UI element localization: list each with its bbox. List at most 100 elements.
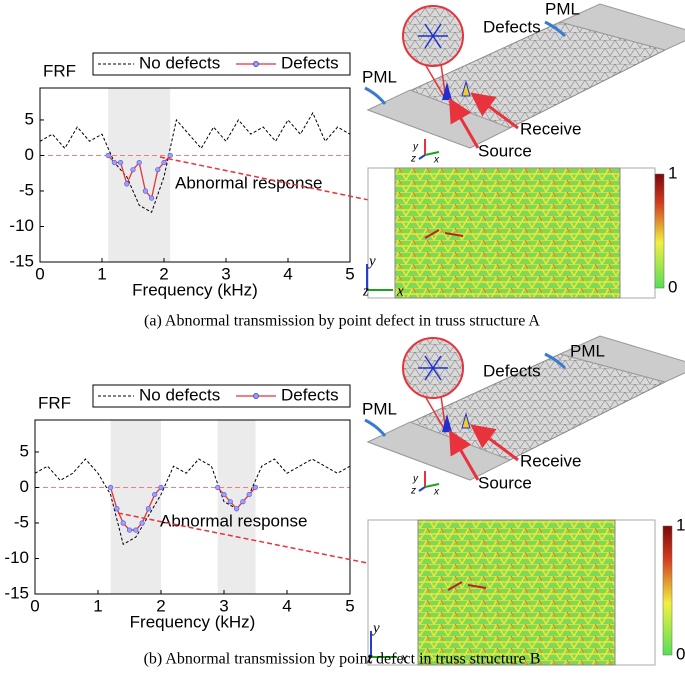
decoration <box>424 151 440 156</box>
data-point <box>161 159 167 166</box>
shaded-band <box>110 420 161 594</box>
receive-label: Receive <box>520 119 581 138</box>
source-label: Source <box>478 141 532 160</box>
data-point <box>149 195 155 201</box>
y-tick-label: 0 <box>25 145 34 164</box>
axis-letter: y <box>371 620 380 636</box>
axis-letter: y <box>412 142 419 153</box>
decoration <box>92 384 351 408</box>
y-tick-label: 5 <box>20 441 29 460</box>
decoration <box>424 229 464 239</box>
axis-letter: z <box>362 283 369 299</box>
receive-label: Receive <box>520 451 581 470</box>
annotation: Abnormal response <box>175 173 322 192</box>
x-axis-label: Frequency (kHz) <box>130 612 256 631</box>
decoration <box>364 20 567 105</box>
plot-frame <box>34 419 351 595</box>
decoration <box>253 393 259 399</box>
decoration <box>470 424 519 462</box>
series-line <box>39 111 351 214</box>
x-tick-label: 0 <box>35 264 44 283</box>
axis-letter: z <box>410 154 416 165</box>
colorbar-tick-label: 0 <box>668 277 677 296</box>
data-point <box>133 527 139 533</box>
y-tick-label: -15 <box>4 583 29 602</box>
decoration <box>448 429 480 481</box>
colorbar-tick-label: 1 <box>676 515 685 534</box>
legend-label: Defects <box>281 385 339 404</box>
y-axis-label: FRF <box>43 61 76 80</box>
pml-label: PML <box>570 341 605 360</box>
series-line <box>34 458 351 546</box>
axis-letter: x <box>433 487 440 498</box>
data-point <box>252 484 259 491</box>
data-point <box>114 506 120 512</box>
decoration <box>662 525 673 656</box>
x-tick-label: 1 <box>93 596 102 615</box>
y-axis-label: FRF <box>38 393 71 412</box>
axis-letter: z <box>410 486 416 497</box>
data-point <box>158 484 164 491</box>
decoration <box>442 414 452 432</box>
x-tick-label: 4 <box>282 596 291 615</box>
x-tick-label: 3 <box>219 596 228 615</box>
x-tick-label: 1 <box>97 264 106 283</box>
data-point <box>145 506 151 512</box>
decoration <box>470 92 519 130</box>
data-point <box>240 499 246 505</box>
decoration <box>461 80 471 97</box>
axis-letter: x <box>396 283 404 299</box>
colorbar-tick-label: 0 <box>676 644 685 663</box>
decoration <box>418 486 426 492</box>
data-point <box>155 167 161 173</box>
y-tick-label: -10 <box>9 216 34 235</box>
pml-label: PML <box>362 67 397 86</box>
data-point <box>139 520 145 526</box>
y-tick-label: 0 <box>20 477 29 496</box>
y-tick-label: 5 <box>25 109 34 128</box>
annotation: Abnormal response <box>160 511 307 530</box>
x-tick-label: 2 <box>156 596 165 615</box>
data-point <box>167 152 173 159</box>
decoration <box>366 89 512 149</box>
decoration <box>418 23 448 49</box>
shaded-band <box>108 88 171 262</box>
colorbar-tick-label: 1 <box>668 163 677 182</box>
x-tick-label: 0 <box>30 596 39 615</box>
axis-letter: y <box>367 253 376 269</box>
data-point <box>105 152 111 159</box>
legend-label: Defects <box>281 53 339 72</box>
pml-label: PML <box>362 399 397 418</box>
decoration <box>253 61 259 67</box>
axis-letter: y <box>412 474 419 485</box>
decoration <box>159 156 435 218</box>
decoration <box>442 82 452 100</box>
data-point <box>221 491 227 498</box>
decoration <box>448 97 480 149</box>
y-tick-label: -10 <box>4 548 29 567</box>
data-point <box>111 159 117 166</box>
decoration <box>394 167 621 299</box>
data-point <box>136 159 142 166</box>
caption: (a) Abnormal transmission by point defec… <box>144 313 540 330</box>
data-point <box>107 484 114 491</box>
axis-letter: x <box>433 155 440 166</box>
data-point <box>215 484 221 491</box>
x-tick-label: 5 <box>345 264 354 283</box>
decoration <box>417 519 616 666</box>
legend-label: No defects <box>139 385 220 404</box>
data-point <box>234 506 240 512</box>
axis-letter: z <box>366 650 373 666</box>
axis-letter: x <box>400 650 408 666</box>
data-point <box>227 499 233 505</box>
defects-label: Defects <box>483 17 541 36</box>
x-tick-label: 4 <box>283 264 292 283</box>
data-point <box>126 527 133 533</box>
plot-frame <box>39 87 351 263</box>
data-point <box>117 159 124 166</box>
decoration <box>364 352 567 437</box>
x-tick-label: 3 <box>221 264 230 283</box>
decoration <box>654 173 665 289</box>
x-axis-label: Frequency (kHz) <box>132 280 258 299</box>
